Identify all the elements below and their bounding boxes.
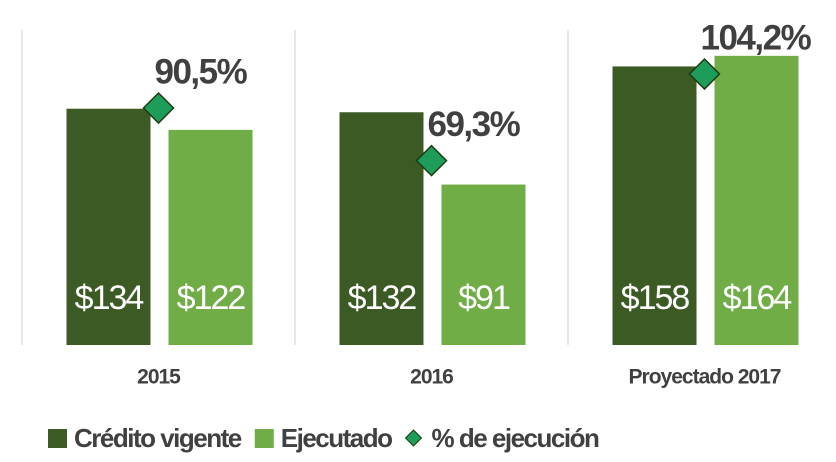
legend-label: Crédito vigente <box>74 423 242 453</box>
percent-label: 104,2% <box>701 18 812 57</box>
value-label: $164 <box>723 279 792 317</box>
percent-label: 69,3% <box>428 105 521 144</box>
diamond-marker <box>415 144 448 177</box>
x-tick-label: 2015 <box>137 366 181 389</box>
diamond-marker <box>688 57 721 91</box>
diamond-marker <box>142 91 175 125</box>
value-label: $91 <box>458 279 510 317</box>
value-label: $134 <box>75 279 144 317</box>
bar <box>612 66 697 345</box>
value-label: $132 <box>348 279 417 317</box>
value-label: $122 <box>177 279 246 317</box>
legend-marker <box>254 429 274 448</box>
bar <box>339 112 424 346</box>
percent-label: 90,5% <box>155 52 248 91</box>
legend-marker <box>48 429 67 448</box>
x-tick-label: 2016 <box>410 366 453 389</box>
legend-label: Ejecutado <box>281 423 392 453</box>
bar <box>441 184 526 345</box>
value-label: $158 <box>621 279 690 317</box>
bar <box>714 55 799 346</box>
legend-marker <box>404 429 423 447</box>
bar <box>66 108 151 345</box>
x-tick-label: Proyectado 2017 <box>629 366 781 389</box>
bar <box>168 129 253 345</box>
legend-label: % de ejecución <box>432 423 599 453</box>
